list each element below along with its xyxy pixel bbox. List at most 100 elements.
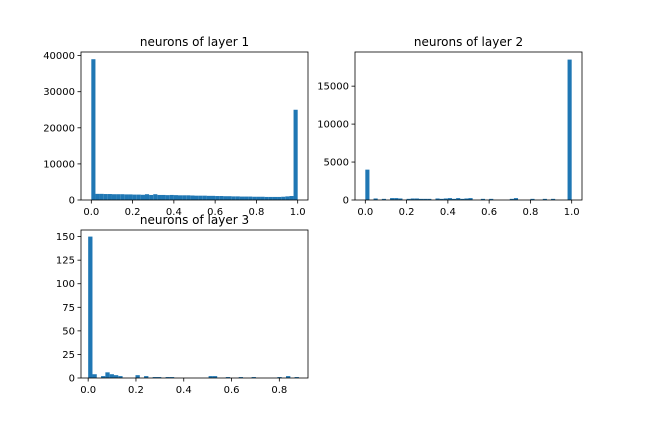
histogram-bar <box>451 198 457 200</box>
histogram-bar <box>468 198 473 200</box>
histogram-bar <box>286 376 291 378</box>
x-tick-label: 0.2 <box>128 385 144 396</box>
subplot-layer-3: 0.0 0.2 0.4 0.6 0.8 0 25 50 75 100 125 150 neurons o… <box>56 213 309 396</box>
histogram-bar <box>235 196 240 200</box>
histogram-bar <box>427 198 432 200</box>
y-tick-label: 20000 <box>43 123 75 134</box>
histogram-bar <box>227 196 232 200</box>
y-tick-label: 30000 <box>43 87 75 98</box>
histogram-bar <box>88 236 93 378</box>
histogram-bar <box>144 376 149 378</box>
chart-title: neurons of layer 3 <box>140 213 249 227</box>
histogram-bar <box>91 59 96 200</box>
histogram-bar <box>238 377 244 378</box>
y-tick-label: 75 <box>62 303 75 314</box>
histogram-bar <box>144 194 150 200</box>
y-tick-label: 150 <box>56 232 75 243</box>
histogram-bar <box>101 376 106 378</box>
histogram-bar <box>410 198 415 200</box>
histogram-bar <box>251 377 256 378</box>
histogram-bar <box>136 194 141 200</box>
x-tick-label: 0.4 <box>166 207 182 218</box>
x-tick-label: 0.2 <box>125 207 141 218</box>
histogram-bar <box>223 196 228 200</box>
histogram-bar <box>480 198 486 200</box>
y-tick-label: 0 <box>69 196 75 207</box>
histogram-bar <box>169 377 175 378</box>
histogram-bar <box>95 193 100 200</box>
axes-frame <box>80 51 309 201</box>
histogram-bar <box>111 194 117 200</box>
histogram-bar <box>177 195 183 200</box>
histogram-bar <box>277 196 282 200</box>
histogram-bar <box>153 194 158 200</box>
histogram-bar <box>435 198 440 200</box>
y-tick-label: 5000 <box>324 158 349 169</box>
chart-title: neurons of layer 1 <box>140 35 249 49</box>
y-tick-label: 25 <box>62 350 75 361</box>
histogram-bar <box>99 193 104 200</box>
histogram-bar <box>542 198 547 200</box>
histogram-bar <box>443 198 448 200</box>
histogram-bar <box>272 196 278 200</box>
histogram-bar <box>215 196 220 200</box>
subplot-layer-1: 0.0 0.2 0.4 0.6 0.8 1.0 0 10000 20000 30000 40000 n… <box>43 35 309 218</box>
histogram-bar <box>202 195 207 200</box>
x-tick-label: 0.0 <box>357 207 373 218</box>
histogram-bar <box>460 198 465 200</box>
x-tick-label: 0.2 <box>399 207 415 218</box>
histogram-bar <box>418 198 424 200</box>
histogram-bar <box>264 196 269 200</box>
histogram-bar <box>103 194 108 200</box>
histogram-bar <box>124 194 129 200</box>
histogram-bar <box>456 198 461 200</box>
x-tick-label: 1.0 <box>290 207 306 218</box>
histogram-bar <box>107 194 112 200</box>
histogram-bar <box>231 196 236 200</box>
histogram-bar <box>225 377 231 378</box>
histogram-bar <box>252 196 257 200</box>
histogram-bar <box>285 196 290 200</box>
histogram-bar <box>105 372 110 378</box>
chart-title: neurons of layer 2 <box>414 35 523 49</box>
histogram-bar <box>186 195 191 200</box>
histogram-bar <box>244 196 249 200</box>
y-tick-label: 15000 <box>317 82 349 93</box>
histogram-bar <box>567 59 572 201</box>
y-tick-label: 50 <box>62 326 75 337</box>
histogram-bar <box>277 377 282 378</box>
histogram-bar <box>208 376 213 378</box>
histogram-bar <box>414 198 419 200</box>
histogram-bar <box>92 374 97 378</box>
histogram-bar <box>447 198 452 200</box>
histogram-bar <box>206 195 212 200</box>
histogram-bar <box>161 194 166 200</box>
histogram-bar <box>551 198 556 200</box>
histogram-bar <box>513 198 519 200</box>
histogram-bar <box>390 198 395 200</box>
histogram-bar <box>509 198 514 200</box>
histogram-bar <box>439 198 444 200</box>
histogram-bar <box>406 198 411 200</box>
axes-frame <box>354 51 583 201</box>
histogram-bar <box>394 198 399 200</box>
histogram-bar <box>165 377 170 378</box>
y-tick-label: 10000 <box>43 159 75 170</box>
x-tick-label: 0.4 <box>440 207 456 218</box>
axes-frame <box>80 229 309 379</box>
histogram-bar <box>381 198 386 200</box>
y-tick-label: 100 <box>56 279 75 290</box>
y-tick-label: 10000 <box>317 120 349 131</box>
histogram-bar <box>190 195 195 200</box>
histogram-bar <box>256 196 261 200</box>
histogram-bar <box>398 198 403 200</box>
histogram-bar <box>182 195 187 200</box>
histogram-bar <box>165 195 170 200</box>
histogram-bar <box>365 169 370 200</box>
x-tick-label: 0.6 <box>207 207 223 218</box>
y-tick-label: 0 <box>69 374 75 385</box>
x-tick-label: 0.4 <box>176 385 192 396</box>
histogram-bar <box>140 194 145 200</box>
